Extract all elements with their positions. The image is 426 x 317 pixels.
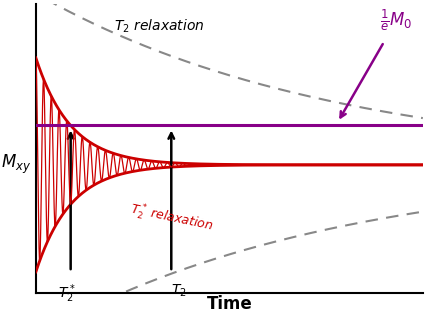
Text: $T_2^*$: $T_2^*$: [58, 283, 75, 305]
Text: $M_{xy}$: $M_{xy}$: [1, 153, 32, 177]
Text: $T_2^*$ relaxation: $T_2^*$ relaxation: [127, 200, 214, 237]
X-axis label: Time: Time: [206, 295, 252, 313]
Text: $T_2$ relaxation: $T_2$ relaxation: [114, 18, 204, 36]
Text: $\frac{1}{e}M_0$: $\frac{1}{e}M_0$: [379, 8, 411, 33]
Text: $T_2$: $T_2$: [171, 283, 187, 299]
